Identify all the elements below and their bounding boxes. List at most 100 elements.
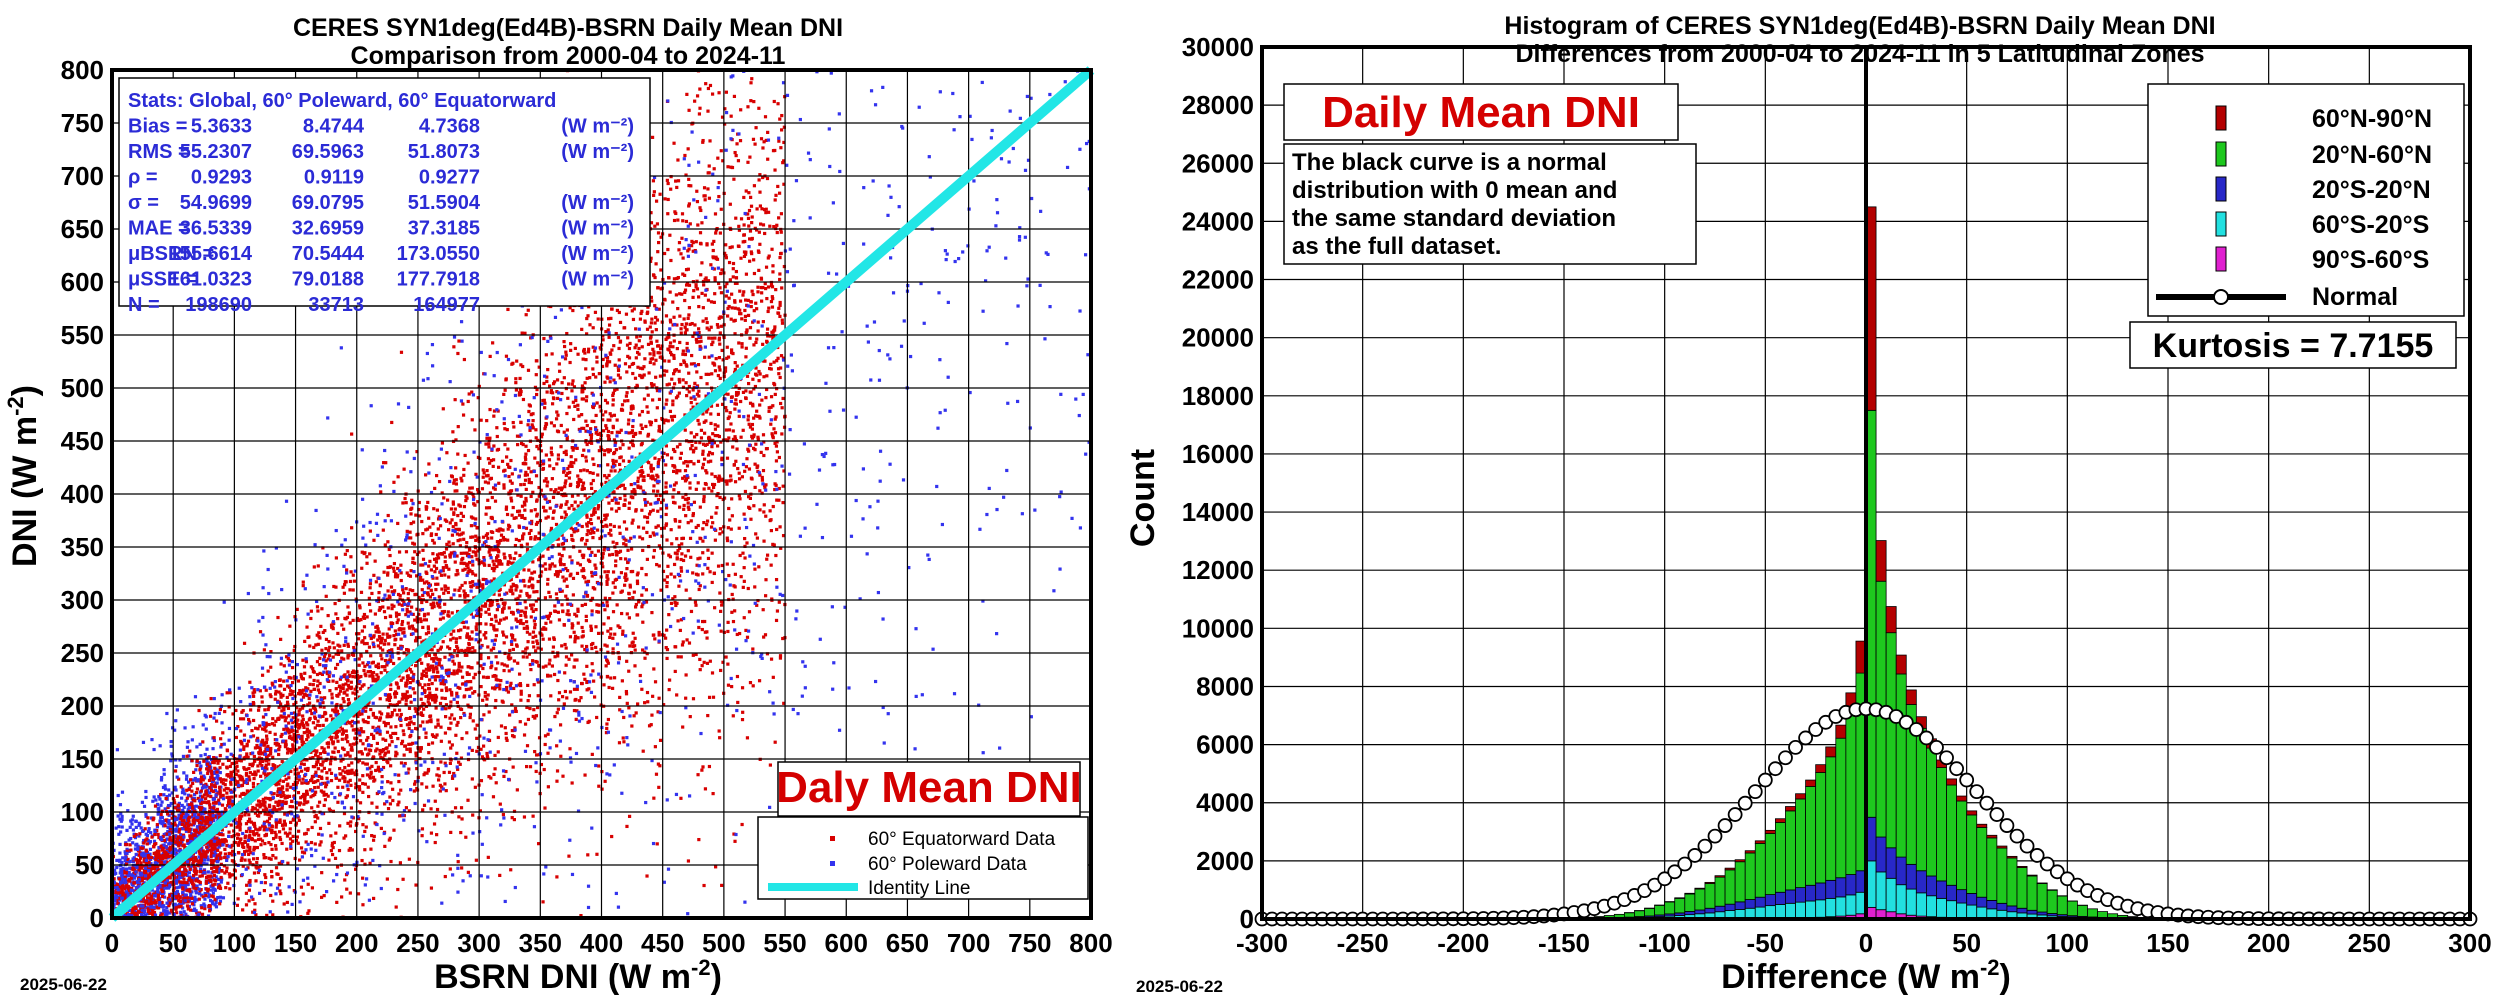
poleward-data-point [187, 871, 192, 875]
equatorward-data-point [754, 228, 759, 232]
equatorward-data-point [395, 752, 399, 756]
equatorward-data-point [179, 904, 183, 908]
equatorward-data-point [569, 342, 573, 346]
equatorward-data-point [590, 646, 594, 651]
equatorward-data-point [698, 668, 702, 672]
equatorward-data-point [238, 794, 242, 798]
equatorward-data-point [456, 513, 460, 518]
equatorward-data-point [555, 410, 559, 414]
equatorward-data-point [443, 731, 448, 735]
equatorward-data-point [580, 390, 584, 394]
equatorward-data-point [546, 547, 550, 551]
equatorward-data-point [641, 620, 645, 624]
equatorward-data-point [669, 350, 673, 355]
equatorward-data-point [449, 507, 453, 511]
equatorward-data-point [758, 190, 762, 194]
equatorward-data-point [240, 777, 245, 781]
equatorward-data-point [460, 583, 464, 588]
equatorward-data-point [587, 687, 591, 691]
equatorward-data-point [666, 212, 670, 216]
equatorward-data-point [606, 650, 610, 654]
equatorward-data-point [638, 431, 642, 435]
equatorward-data-point [293, 738, 297, 742]
equatorward-data-point [465, 671, 469, 675]
equatorward-data-point [765, 557, 769, 561]
equatorward-data-point [421, 808, 425, 812]
equatorward-data-point [257, 811, 262, 815]
poleward-data-point [129, 819, 133, 823]
equatorward-data-point [635, 579, 640, 583]
equatorward-data-point [476, 487, 480, 492]
equatorward-data-point [718, 342, 722, 346]
equatorward-data-point [251, 734, 256, 738]
equatorward-data-point [204, 819, 208, 823]
equatorward-data-point [640, 508, 644, 512]
equatorward-data-point [259, 752, 263, 756]
equatorward-data-point [605, 401, 610, 405]
poleward-data-point [158, 819, 162, 823]
equatorward-data-point [731, 437, 736, 441]
equatorward-data-point [592, 510, 596, 515]
equatorward-data-point [476, 745, 481, 750]
equatorward-data-point [427, 751, 431, 755]
equatorward-data-point [198, 768, 202, 772]
equatorward-data-point [227, 795, 232, 799]
equatorward-data-point [693, 323, 697, 327]
equatorward-data-point [340, 623, 344, 627]
equatorward-data-point [690, 353, 694, 358]
equatorward-data-point [627, 431, 631, 435]
equatorward-data-point [444, 703, 449, 707]
equatorward-data-point [319, 624, 323, 628]
equatorward-data-point [324, 792, 328, 797]
poleward-data-point [137, 879, 141, 884]
equatorward-data-point [421, 532, 425, 536]
equatorward-data-point [527, 480, 531, 485]
equatorward-data-point [625, 824, 629, 829]
poleward-data-point [161, 785, 166, 790]
equatorward-data-point [580, 603, 584, 608]
equatorward-data-point [717, 194, 721, 199]
equatorward-data-point [557, 552, 561, 556]
equatorward-data-point [513, 706, 518, 711]
equatorward-data-point [782, 469, 786, 473]
equatorward-data-point [211, 895, 215, 899]
equatorward-data-point [426, 581, 431, 586]
equatorward-data-point [223, 847, 227, 852]
equatorward-data-point [555, 389, 559, 394]
equatorward-data-point [198, 808, 203, 812]
equatorward-data-point [219, 851, 223, 855]
equatorward-data-point [278, 818, 282, 822]
equatorward-data-point [142, 857, 146, 861]
equatorward-data-point [556, 707, 560, 711]
equatorward-data-point [610, 348, 614, 352]
equatorward-data-point [208, 909, 212, 913]
equatorward-data-point [548, 611, 553, 615]
equatorward-data-point [636, 476, 640, 480]
equatorward-data-point [449, 632, 453, 636]
equatorward-data-point [681, 640, 685, 644]
equatorward-data-point [543, 401, 547, 405]
equatorward-data-point [576, 352, 580, 356]
poleward-data-point [160, 800, 164, 804]
equatorward-data-point [231, 754, 235, 758]
equatorward-data-point [651, 555, 656, 559]
equatorward-data-point [580, 388, 584, 392]
equatorward-data-point [447, 726, 451, 731]
equatorward-data-point [272, 805, 276, 809]
equatorward-data-point [652, 190, 656, 194]
equatorward-data-point [435, 667, 439, 671]
equatorward-data-point [343, 770, 348, 774]
equatorward-data-point [198, 874, 202, 878]
equatorward-data-point [198, 825, 202, 829]
equatorward-data-point [541, 554, 545, 558]
equatorward-data-point [312, 687, 317, 691]
equatorward-data-point [694, 652, 698, 657]
equatorward-data-point [758, 473, 762, 477]
equatorward-data-point [652, 350, 656, 354]
equatorward-data-point [534, 714, 539, 718]
equatorward-data-point [701, 452, 705, 456]
equatorward-data-point [491, 674, 495, 678]
equatorward-data-point [747, 191, 751, 195]
equatorward-data-point [565, 331, 569, 336]
equatorward-data-point [730, 245, 734, 249]
